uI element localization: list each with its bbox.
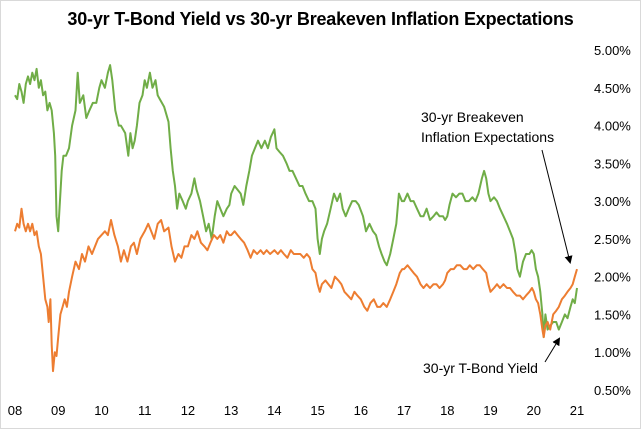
y-tick-label: 2.00%: [594, 270, 631, 285]
tbond-annotation-text: 30-yr T-Bond Yield: [423, 360, 538, 376]
x-tick-label: 09: [51, 403, 65, 418]
breakeven-annotation-arrow: [541, 149, 573, 264]
x-tick-label: 16: [354, 403, 368, 418]
t-bond-yield-line: [14, 64, 578, 339]
tbond-annotation-arrow: [544, 337, 561, 363]
y-tick-label: 3.00%: [594, 194, 631, 209]
x-tick-label: 11: [138, 403, 152, 418]
y-tick-label: 0.50%: [594, 383, 631, 398]
x-tick-label: 14: [267, 403, 281, 418]
x-tick-label: 15: [310, 403, 324, 418]
breakeven-inflation-line: [14, 207, 578, 373]
y-tick-label: 5.00%: [594, 43, 631, 58]
x-tick-label: 13: [224, 403, 238, 418]
y-tick-label: 2.50%: [594, 232, 631, 247]
chart-title: 30-yr T-Bond Yield vs 30-yr Breakeven In…: [67, 9, 574, 29]
x-tick-label: 08: [8, 403, 22, 418]
y-tick-label: 4.00%: [594, 119, 631, 134]
y-tick-label: 3.50%: [594, 156, 631, 171]
x-tick-label: 17: [397, 403, 411, 418]
y-tick-label: 4.50%: [594, 81, 631, 96]
x-tick-label: 19: [483, 403, 497, 418]
breakeven-annotation: 30-yr Breakeven Inflation Expectations: [421, 109, 573, 264]
breakeven-annotation-text: Inflation Expectations: [421, 129, 554, 145]
y-tick-label: 1.50%: [594, 307, 631, 322]
y-tick-label: 1.00%: [594, 345, 631, 360]
x-tick-label: 18: [440, 403, 454, 418]
x-tick-label: 21: [570, 403, 584, 418]
x-tick-label: 10: [94, 403, 108, 418]
x-tick-label: 20: [527, 403, 541, 418]
tbond-annotation: 30-yr T-Bond Yield: [423, 337, 561, 376]
x-tick-label: 12: [181, 403, 195, 418]
breakeven-annotation-text: 30-yr Breakeven: [421, 109, 524, 125]
